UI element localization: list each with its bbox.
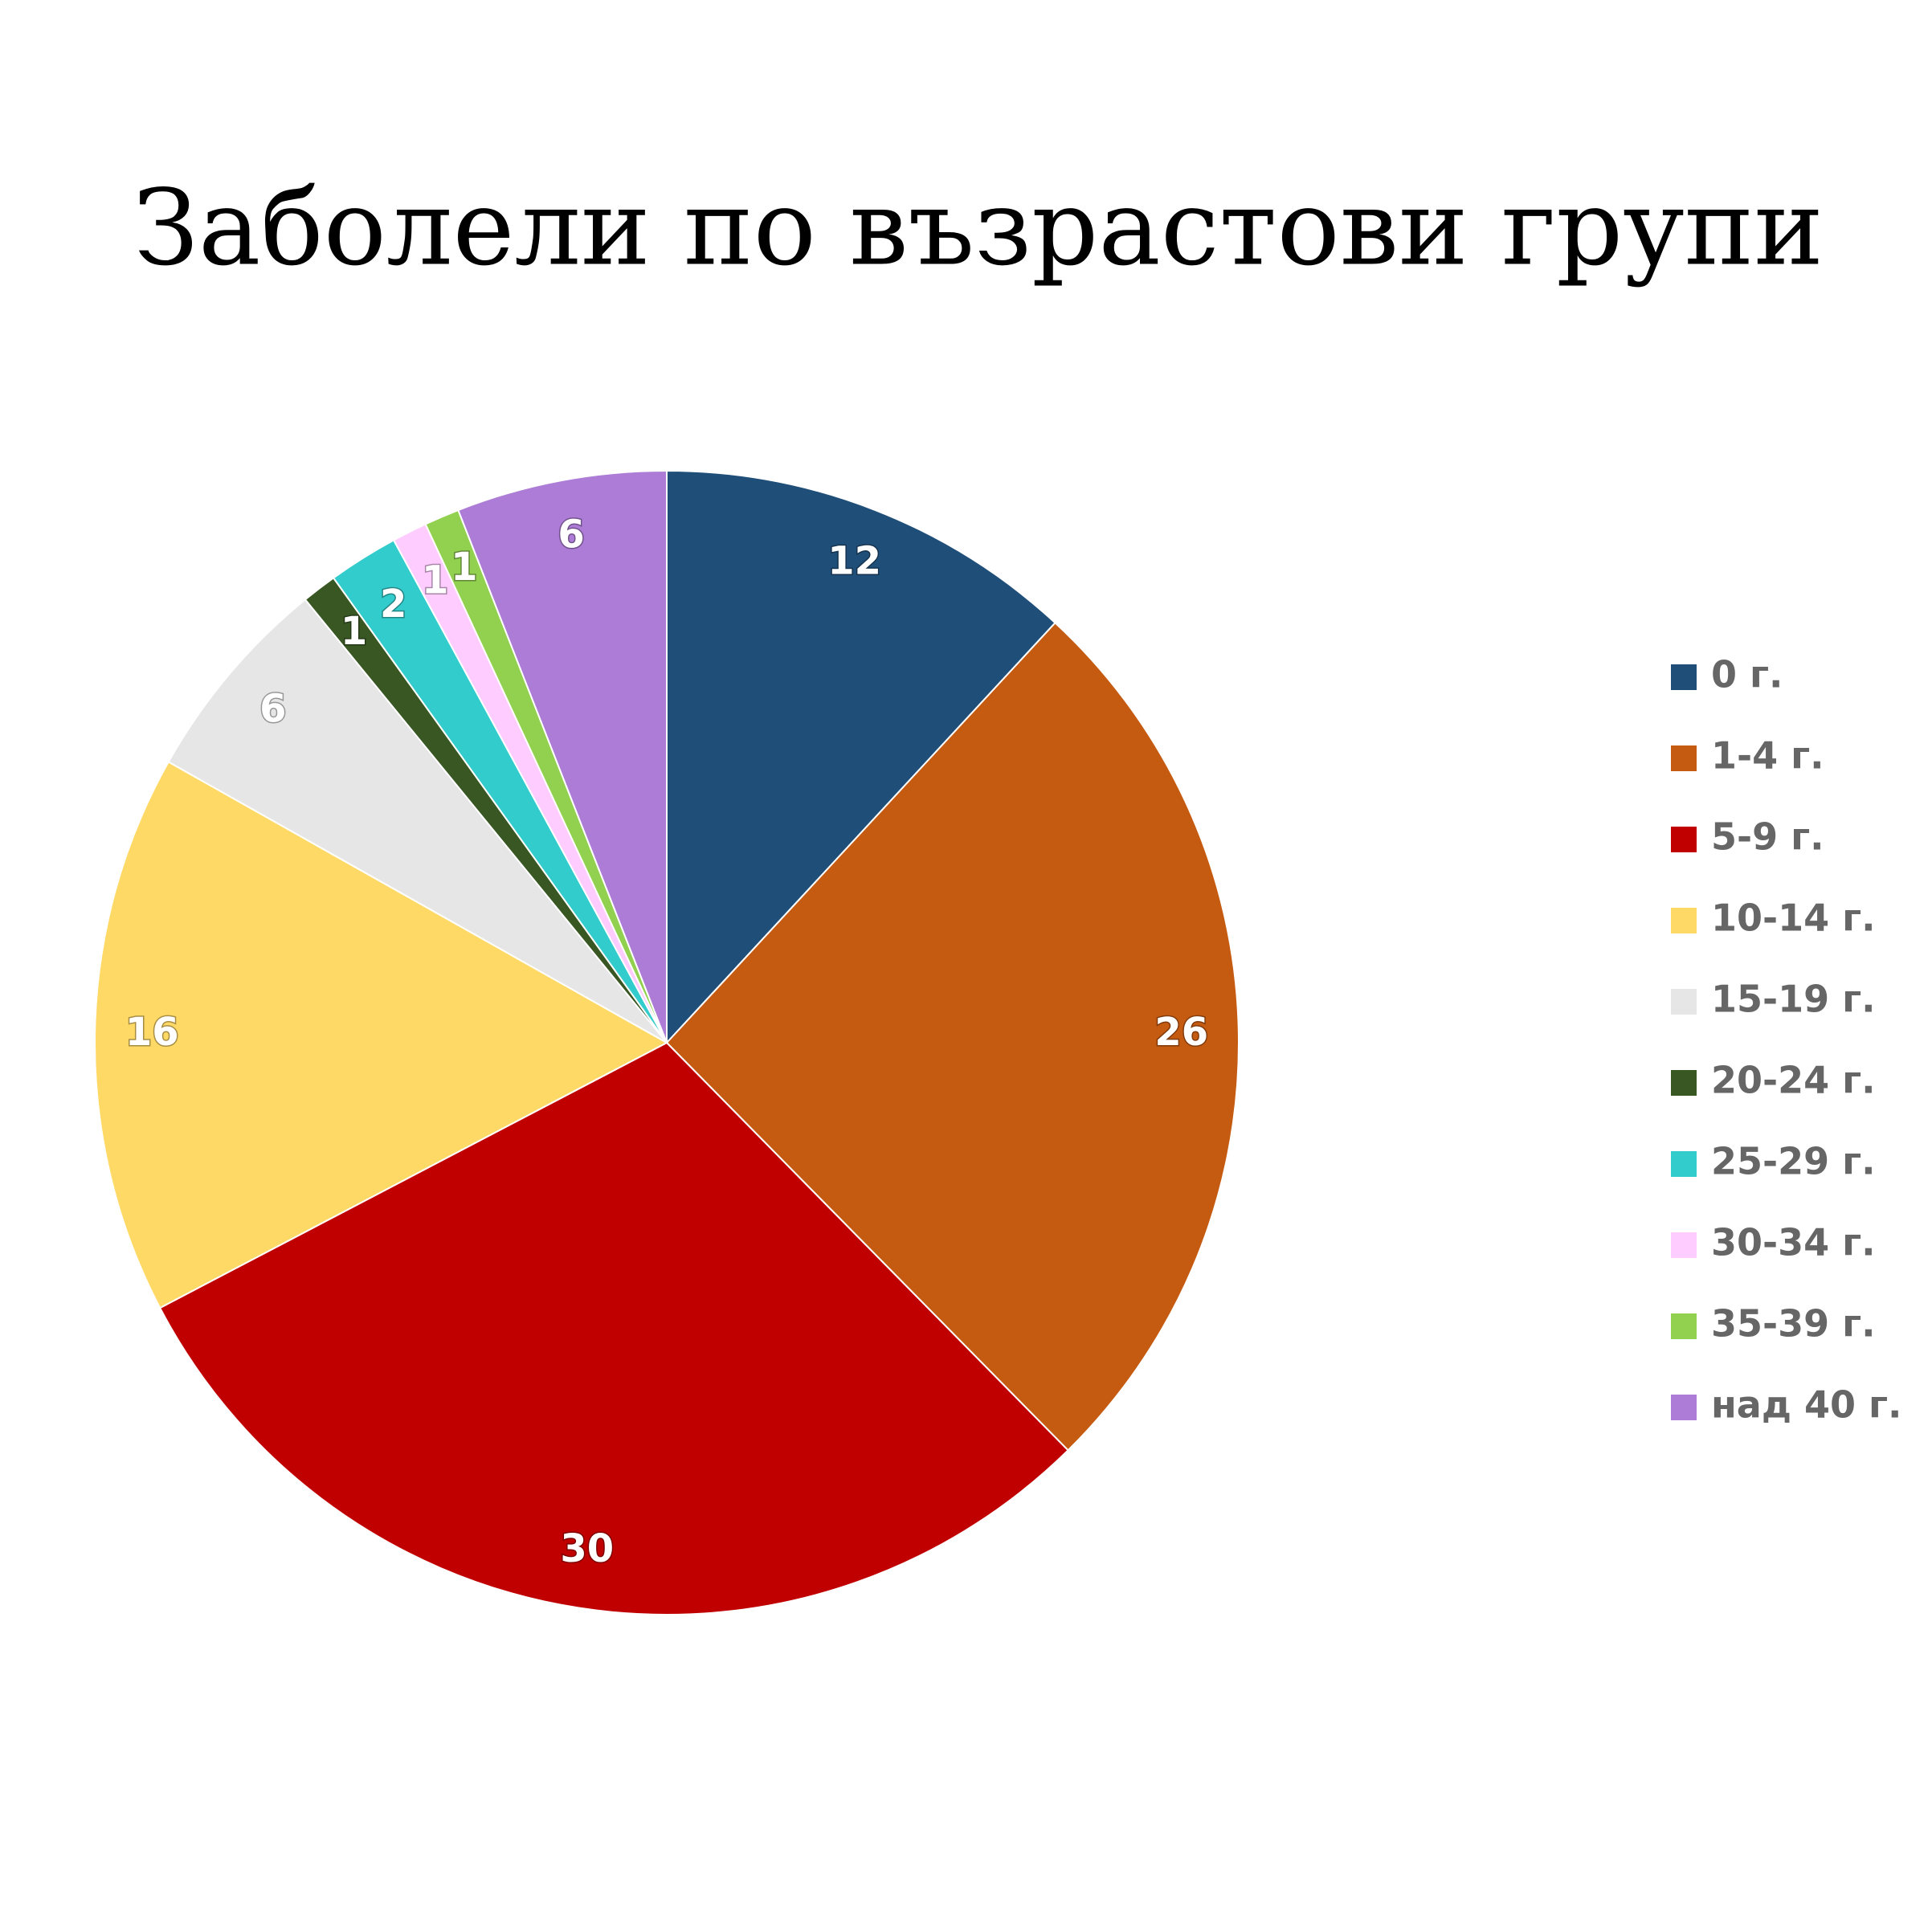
legend-swatch: [1671, 1232, 1697, 1258]
legend-label: 20-24 г.: [1711, 1059, 1876, 1102]
legend-label: 35-39 г.: [1711, 1302, 1876, 1346]
legend-swatch: [1671, 1395, 1697, 1420]
legend-swatch: [1671, 664, 1697, 690]
data-label: 30: [560, 1526, 614, 1571]
legend-swatch: [1671, 745, 1697, 771]
legend-swatch: [1671, 1151, 1697, 1177]
legend-label: 30-34 г.: [1711, 1221, 1876, 1264]
pie-slice: [167, 598, 668, 1044]
pie-slice: [457, 469, 668, 1044]
legend-swatch: [1671, 908, 1697, 933]
data-label: 16: [125, 1010, 179, 1055]
legend-label: 1-4 г.: [1711, 734, 1824, 778]
pie-slice: [665, 621, 1240, 1452]
data-label: 26: [1154, 1010, 1208, 1055]
legend-swatch: [1671, 827, 1697, 852]
legend-label: 0 г.: [1711, 653, 1783, 696]
legend-label: 15-19 г.: [1711, 978, 1876, 1021]
legend-swatch: [1671, 1313, 1697, 1339]
pie-slice: [158, 1041, 1069, 1616]
legend-label: над 40 г.: [1711, 1383, 1902, 1427]
legend-swatch: [1671, 989, 1697, 1015]
chart-title: Заболели по възрастови групи: [133, 167, 1824, 289]
pie-slice: [94, 761, 669, 1309]
legend-label: 10-14 г.: [1711, 897, 1876, 940]
pie-slice: [666, 469, 1056, 1045]
legend-swatch: [1671, 1070, 1697, 1096]
data-label: 1: [451, 545, 477, 590]
data-label: 6: [558, 512, 584, 557]
legend-label: 25-29 г.: [1711, 1140, 1876, 1183]
data-label: 12: [827, 538, 881, 583]
data-label: 6: [259, 686, 286, 731]
data-label: 2: [380, 582, 406, 627]
legend-label: 5-9 г.: [1711, 815, 1824, 859]
